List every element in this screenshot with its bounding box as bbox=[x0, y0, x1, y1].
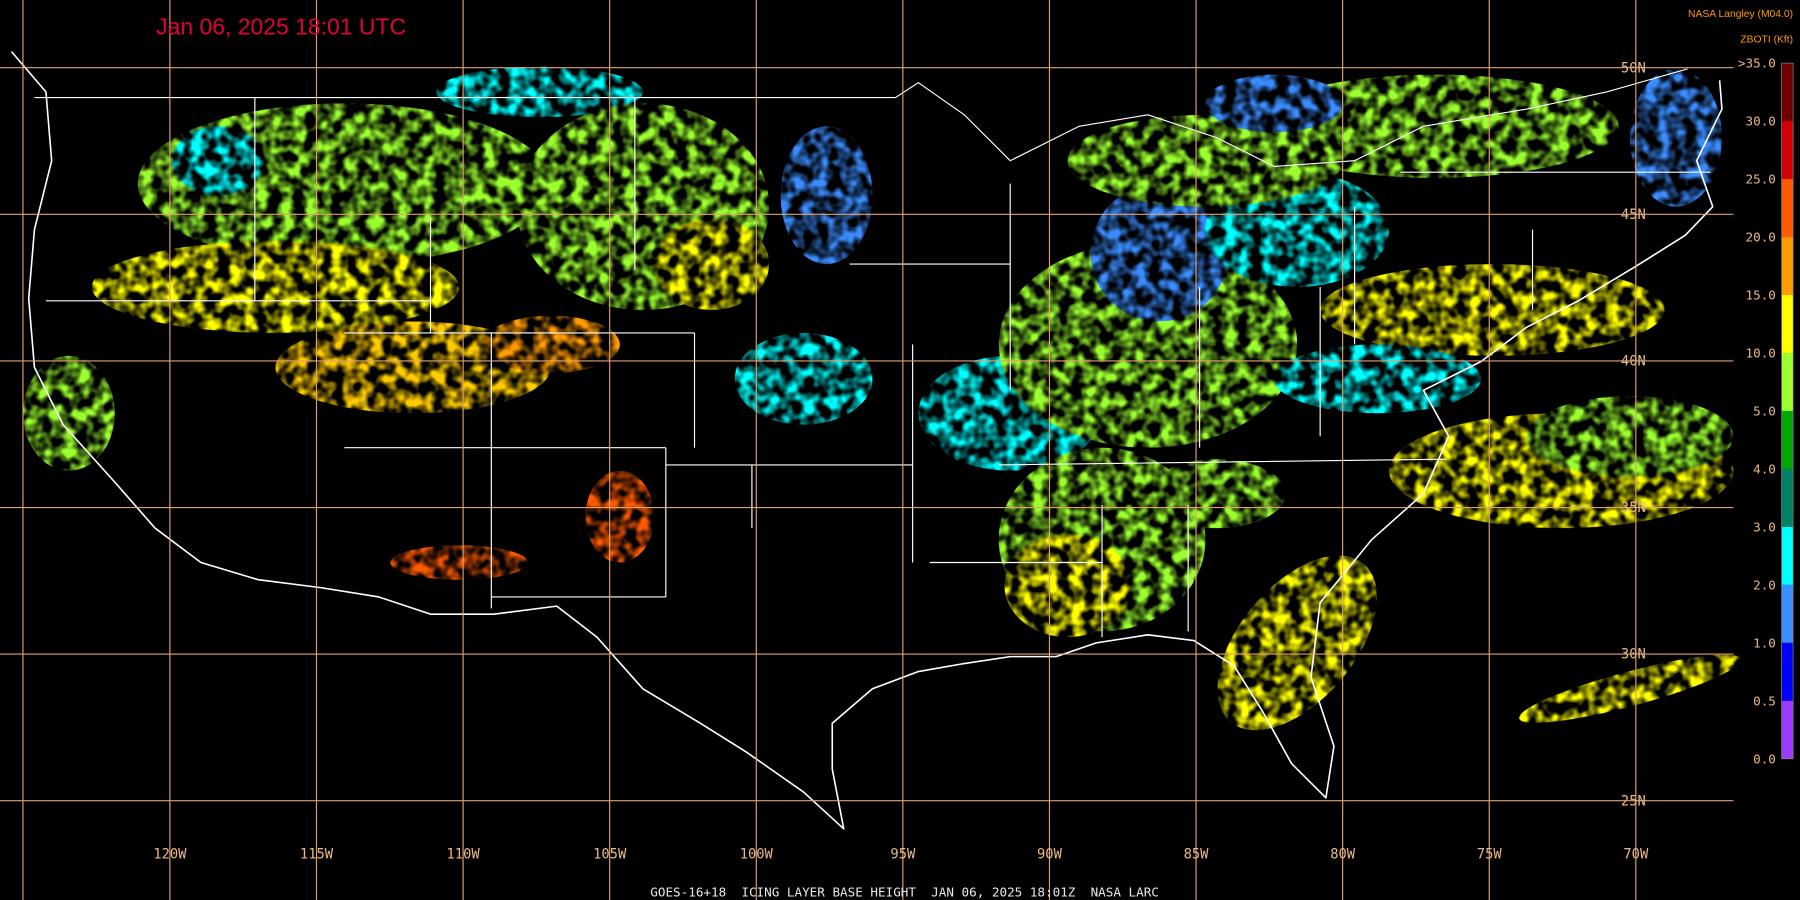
colorbar-segment bbox=[1781, 295, 1794, 353]
colorbar-label: 25.0 bbox=[1746, 172, 1776, 187]
colorbar-segment bbox=[1781, 237, 1794, 296]
colorbar-label: 3.0 bbox=[1753, 520, 1776, 535]
colorbar-label: 10.0 bbox=[1746, 346, 1776, 361]
longitude-label: 100W bbox=[740, 847, 774, 863]
longitude-label: 95W bbox=[890, 847, 916, 863]
longitude-label: 85W bbox=[1184, 847, 1210, 863]
colorbar-label: 20.0 bbox=[1746, 230, 1776, 245]
latitude-label: 30N bbox=[1621, 647, 1646, 663]
colorbar-label: 5.0 bbox=[1753, 404, 1776, 419]
colorbar-frame bbox=[1781, 62, 1794, 760]
colorbar-label: 30.0 bbox=[1746, 114, 1776, 129]
longitude-label: 110W bbox=[447, 847, 481, 863]
latitude-label: 35N bbox=[1621, 500, 1646, 516]
colorbar-label: 1.0 bbox=[1753, 635, 1776, 650]
colorbar: >35.0 30.0 25.0 20.0 15.0 10.0 5.0 4.0 3.0 2.0 1.0… bbox=[1738, 56, 1794, 766]
colorbar-segment bbox=[1781, 179, 1794, 238]
colorbar-segment bbox=[1781, 410, 1794, 469]
longitude-label: 90W bbox=[1037, 847, 1063, 863]
longitude-label: 115W bbox=[300, 847, 334, 863]
source: NASA Langley (M04.0) bbox=[1688, 9, 1793, 20]
longitude-label: 70W bbox=[1623, 847, 1649, 863]
coastline bbox=[10, 51, 1723, 830]
colorbar-segment bbox=[1781, 642, 1794, 701]
cloud-field bbox=[22, 66, 1742, 731]
colorbar-label: 4.0 bbox=[1753, 462, 1776, 477]
outlines bbox=[10, 51, 1723, 830]
colorbar-label: 0.0 bbox=[1753, 751, 1776, 766]
latitude-label: 40N bbox=[1621, 354, 1646, 370]
longitude-label: 120W bbox=[153, 847, 187, 863]
colorbar-label: 0.5 bbox=[1753, 693, 1776, 708]
colorbar-label: 2.0 bbox=[1753, 577, 1776, 592]
longitude-label: 75W bbox=[1477, 847, 1503, 863]
colorbar-label: 15.0 bbox=[1746, 288, 1776, 303]
footer: GOES-16+18 ICING LAYER BASE HEIGHT JAN 0… bbox=[650, 885, 1159, 900]
colorbar-label: >35.0 bbox=[1738, 56, 1776, 71]
colorbar-segment bbox=[1781, 526, 1794, 585]
latitude-label: 50N bbox=[1621, 60, 1646, 76]
border bbox=[34, 68, 1688, 168]
colorbar-segment bbox=[1781, 121, 1794, 180]
timestamp: Jan 06, 2025 18:01 UTC bbox=[156, 13, 406, 39]
colorbar-segment bbox=[1781, 700, 1794, 759]
colorbar-segment bbox=[1781, 63, 1794, 122]
graticule: 120W 115W 110W 105W 100W 95W 90W 85W 80W 75W 70W 50… bbox=[0, 0, 1734, 900]
colorbar-segment bbox=[1781, 352, 1794, 411]
colorbar-segment bbox=[1781, 468, 1794, 527]
colorbar-segment bbox=[1781, 584, 1794, 643]
state-lines bbox=[45, 97, 1711, 638]
longitude-label: 80W bbox=[1330, 847, 1356, 863]
longitude-label: 105W bbox=[593, 847, 627, 863]
latitude-label: 25N bbox=[1621, 793, 1646, 809]
product: ZBOTI (Kft) bbox=[1740, 34, 1793, 45]
latitude-label: 45N bbox=[1621, 207, 1646, 223]
